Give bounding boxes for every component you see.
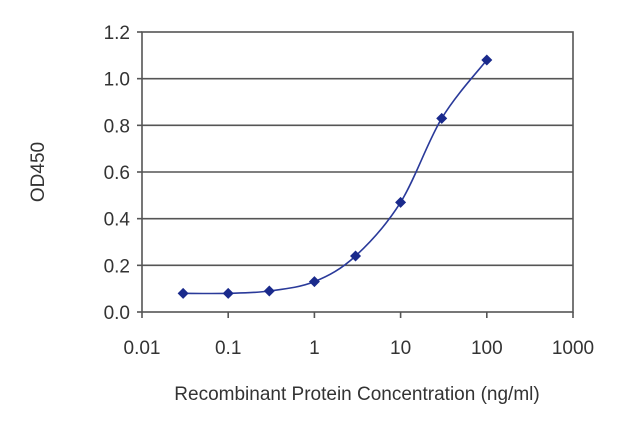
data-point bbox=[263, 285, 275, 297]
y-tick-label: 0.4 bbox=[104, 210, 131, 231]
x-axis-title: Recombinant Protein Concentration (ng/ml… bbox=[174, 384, 539, 405]
data-point bbox=[395, 196, 407, 208]
y-tick-label: 0.8 bbox=[104, 116, 130, 137]
x-tick-label: 100 bbox=[471, 338, 503, 359]
y-tick-label: 0.2 bbox=[104, 256, 130, 277]
x-tick-label: 1 bbox=[309, 338, 320, 359]
data-point bbox=[308, 276, 320, 288]
data-point bbox=[481, 54, 493, 66]
x-tick-label: 0.1 bbox=[215, 338, 241, 359]
y-axis-title: OD450 bbox=[28, 142, 49, 202]
y-tick-label: 0.0 bbox=[104, 303, 130, 324]
y-axis: 0.0 0.2 0.4 0.6 0.8 1.0 1.2 bbox=[104, 23, 142, 324]
x-tick-label: 0.01 bbox=[124, 338, 161, 359]
y-tick-label: 1.2 bbox=[104, 23, 130, 44]
x-tick-label: 10 bbox=[390, 338, 411, 359]
x-tick-label: 1000 bbox=[552, 338, 594, 359]
data-point bbox=[177, 287, 189, 299]
y-tick-label: 0.6 bbox=[104, 163, 130, 184]
data-point bbox=[436, 112, 448, 124]
y-tick-label: 1.0 bbox=[104, 70, 130, 91]
data-points bbox=[177, 54, 493, 299]
data-point bbox=[350, 250, 362, 262]
data-point bbox=[222, 287, 234, 299]
grid-lines bbox=[142, 77, 573, 267]
x-axis: 0.01 0.1 1 10 100 1000 bbox=[124, 312, 594, 359]
